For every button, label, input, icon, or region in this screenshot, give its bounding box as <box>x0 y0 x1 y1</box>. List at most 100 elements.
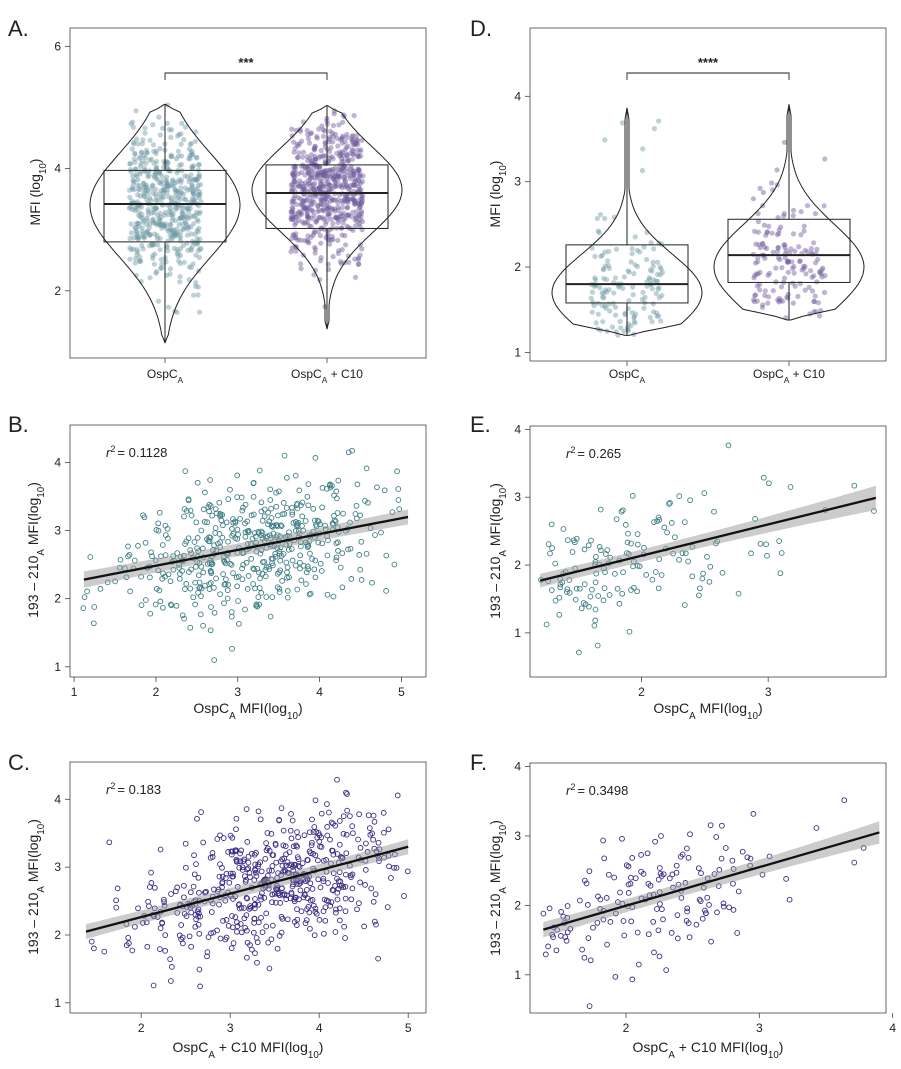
data-point <box>290 172 296 178</box>
data-point <box>697 585 703 592</box>
data-point <box>744 854 751 861</box>
data-point <box>614 585 621 592</box>
data-point <box>687 497 693 504</box>
plot-frame <box>69 761 427 1014</box>
data-point <box>345 449 352 456</box>
data-point <box>605 258 611 264</box>
data-point <box>255 594 262 600</box>
data-point <box>326 148 333 155</box>
data-point <box>594 642 601 649</box>
data-point <box>345 196 351 203</box>
data-point <box>277 557 284 564</box>
data-point <box>141 190 147 196</box>
data-point <box>628 323 634 329</box>
data-point <box>168 198 174 204</box>
data-point <box>790 207 797 213</box>
data-point <box>332 165 338 171</box>
data-point <box>358 200 364 206</box>
data-point <box>146 884 153 890</box>
data-point <box>776 230 782 237</box>
jitter-points <box>288 108 366 310</box>
data-point <box>342 895 349 902</box>
y-tick-label: 4 <box>54 455 61 469</box>
data-point <box>187 585 194 592</box>
data-point <box>165 160 171 166</box>
data-point <box>190 190 196 196</box>
regression-line <box>83 515 409 581</box>
data-point <box>317 233 323 239</box>
data-point <box>239 565 245 572</box>
data-point <box>576 585 583 592</box>
data-point <box>183 224 189 230</box>
data-point <box>168 127 175 133</box>
data-point <box>187 155 193 162</box>
data-point <box>188 140 194 146</box>
data-point <box>254 565 261 572</box>
data-point <box>268 831 275 837</box>
data-point <box>329 887 336 893</box>
data-point <box>196 254 202 261</box>
data-point <box>262 567 269 573</box>
data-point <box>168 134 174 140</box>
data-point <box>88 938 95 945</box>
data-point <box>135 141 141 147</box>
y-tick-label: 4 <box>514 759 521 773</box>
data-point <box>142 130 148 136</box>
data-point <box>168 209 174 215</box>
data-point <box>340 884 346 891</box>
data-point <box>649 319 655 325</box>
data-point <box>302 238 308 244</box>
data-point <box>155 198 161 204</box>
data-point <box>631 584 637 591</box>
data-point <box>106 839 113 846</box>
y-tick-label: 4 <box>54 162 61 176</box>
data-point <box>205 504 212 510</box>
data-point <box>137 154 143 160</box>
data-point <box>190 177 196 183</box>
data-point <box>658 318 664 324</box>
data-point <box>178 177 184 183</box>
data-point <box>182 586 188 592</box>
data-point <box>142 155 148 161</box>
data-point <box>358 153 364 159</box>
data-point <box>660 871 667 878</box>
data-point <box>347 183 354 189</box>
data-point <box>348 166 354 172</box>
data-point <box>125 543 131 550</box>
data-point <box>148 197 154 203</box>
data-point <box>809 274 815 280</box>
data-point <box>292 169 298 176</box>
data-point <box>326 182 332 188</box>
data-point <box>252 901 258 908</box>
data-point <box>774 232 781 238</box>
data-point <box>284 916 291 923</box>
data-point <box>135 177 141 183</box>
data-point <box>323 170 329 176</box>
data-point <box>629 493 636 499</box>
data-point <box>293 201 299 207</box>
data-point <box>171 183 177 189</box>
data-point <box>181 226 187 232</box>
data-point <box>200 839 207 846</box>
data-point <box>330 254 336 260</box>
data-point <box>339 550 346 557</box>
data-point <box>254 939 261 946</box>
data-point <box>356 213 362 219</box>
data-point <box>255 919 262 926</box>
data-point <box>335 477 342 484</box>
data-point <box>336 166 342 172</box>
data-point <box>164 120 170 126</box>
data-point <box>302 518 309 524</box>
data-point <box>134 251 140 257</box>
y-tick-label: 3 <box>54 524 61 538</box>
data-point <box>330 134 336 140</box>
data-point <box>589 289 596 295</box>
data-point <box>221 600 227 607</box>
data-point <box>195 182 201 189</box>
data-point <box>297 887 304 894</box>
data-point <box>312 244 318 250</box>
data-point <box>684 908 690 915</box>
data-point <box>762 244 768 250</box>
data-point <box>292 184 298 190</box>
data-point <box>556 611 563 618</box>
